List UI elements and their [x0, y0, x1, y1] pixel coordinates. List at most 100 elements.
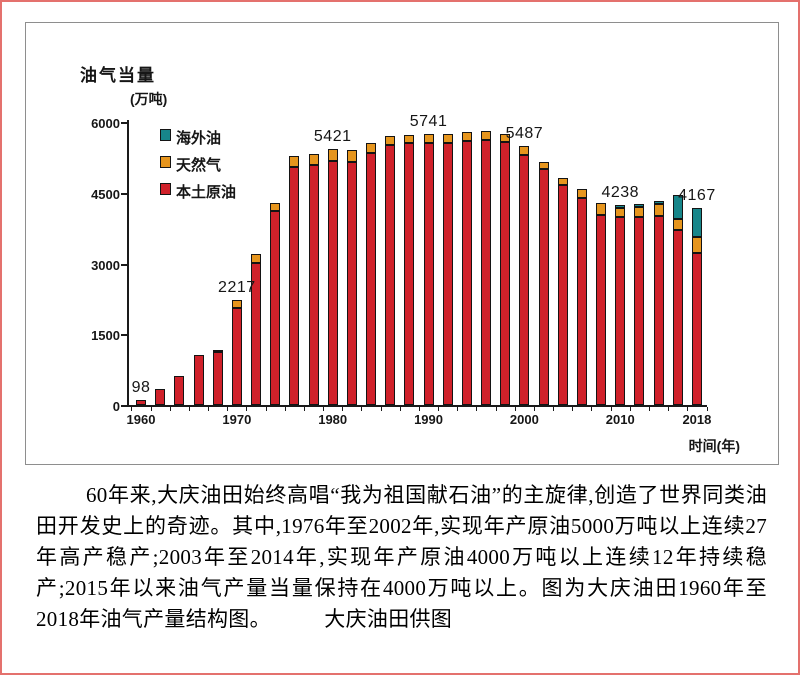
y-tick-4500 — [121, 192, 127, 195]
x-tick-label-1970: 1970 — [222, 412, 252, 427]
chart-figure: 油气当量 (万吨) 0 1500 3000 4500 6000 1960 1970 1980 1… — [25, 22, 779, 465]
bar-segment-本土原油-2016 — [672, 229, 683, 405]
data-label-1980: 5421 — [313, 128, 352, 146]
bar-segment-本土原油-1984 — [366, 152, 377, 405]
bar-segment-本土原油-1996 — [481, 140, 492, 405]
x-tick-mark — [303, 407, 305, 411]
bar-segment-本土原油-1988 — [404, 143, 415, 405]
x-tick-mark — [706, 407, 708, 411]
bar-segment-天然气-1986 — [385, 136, 396, 145]
y-tick-label-1500: 1500 — [91, 328, 120, 344]
x-tick-mark — [150, 407, 152, 411]
bar-segment-本土原油-1998 — [500, 141, 511, 405]
bar-segment-天然气-2014 — [653, 204, 664, 216]
bar-segment-天然气-2012 — [634, 206, 645, 217]
x-tick-mark — [533, 407, 535, 411]
bar-segment-海外油-2010 — [615, 205, 626, 208]
bar-segment-天然气-1980 — [327, 149, 338, 161]
bar-segment-天然气-2006 — [576, 188, 587, 198]
bar-segment-本土原油-2018 — [691, 253, 702, 405]
x-tick-mark — [495, 407, 497, 411]
bar-segment-天然气-1998 — [500, 133, 511, 142]
y-tick-label-4500: 4500 — [91, 186, 120, 202]
y-axis-line — [127, 120, 129, 407]
x-tick-mark — [246, 407, 248, 411]
bar-segment-本土原油-1986 — [385, 144, 396, 405]
y-tick-6000 — [121, 122, 127, 124]
x-tick-label-2010: 2010 — [605, 412, 635, 427]
bar-segment-本土原油-2006 — [576, 197, 587, 405]
bar-segment-天然气-1970 — [231, 300, 242, 309]
x-tick-mark — [476, 407, 478, 411]
bar-segment-天然气-1992 — [442, 134, 453, 143]
bar-segment-天然气-2002 — [538, 161, 549, 170]
legend-swatch-天然气 — [160, 156, 171, 168]
x-tick-mark — [284, 407, 286, 411]
bar-segment-天然气-2008 — [596, 203, 607, 215]
legend-swatch-本土原油 — [160, 183, 171, 195]
bar-segment-本土原油-1982 — [346, 161, 357, 405]
x-tick-label-2000: 2000 — [509, 412, 539, 427]
bar-segment-本土原油-2004 — [557, 184, 568, 405]
bar-segment-天然气-2004 — [557, 178, 568, 185]
x-tick-mark — [572, 407, 574, 411]
x-tick-label-1960: 1960 — [126, 412, 156, 427]
bar-segment-本土原油-1990 — [423, 142, 434, 405]
x-axis-line — [127, 405, 707, 407]
x-tick-mark — [438, 407, 440, 411]
x-tick-mark — [380, 407, 382, 411]
bar-segment-本土原油-1978 — [308, 165, 319, 405]
bar-segment-海外油-2012 — [634, 203, 645, 207]
bar-segment-天然气-1988 — [404, 134, 415, 144]
data-label-2000: 5487 — [505, 125, 544, 143]
x-tick-label-1990: 1990 — [414, 412, 443, 427]
data-label-1960: 98 — [131, 379, 151, 397]
bar-segment-天然气-2000 — [519, 146, 530, 155]
bar-segment-天然气-1990 — [423, 134, 434, 143]
bar-segment-天然气-1976 — [289, 156, 300, 168]
bar-segment-海外油-2016 — [672, 194, 683, 220]
bar-segment-本土原油-1962 — [155, 389, 166, 405]
caption-paragraph: 60年来,大庆油田始终高唱“我为祖国献石油”的主旋律,创造了世界同类油田开发史上… — [36, 483, 767, 631]
x-axis-title: 时间(年) — [688, 438, 740, 454]
bar-segment-本土原油-1992 — [442, 142, 453, 405]
x-tick-mark — [399, 407, 401, 411]
x-tick-label-2018: 2018 — [682, 412, 712, 427]
x-tick-mark — [553, 407, 555, 411]
bar-segment-天然气-2010 — [615, 207, 626, 218]
x-tick-mark — [514, 407, 516, 411]
x-tick-mark — [418, 407, 420, 411]
x-tick-label-1980: 1980 — [318, 412, 348, 427]
bar-segment-天然气-1984 — [366, 142, 377, 153]
x-tick-mark — [629, 407, 631, 411]
x-tick-mark — [361, 407, 363, 411]
bar-segment-本土原油-2010 — [615, 217, 626, 405]
bar-segment-天然气-1996 — [481, 131, 492, 141]
y-tick-1500 — [121, 334, 127, 337]
x-tick-mark — [342, 407, 344, 411]
bar-segment-本土原油-1970 — [231, 308, 242, 405]
bar-segment-本土原油-1968 — [212, 351, 223, 405]
chart-unit-label: (万吨) — [130, 91, 168, 107]
bar-segment-天然气-1994 — [461, 131, 472, 141]
data-label-2010: 4238 — [601, 184, 640, 202]
y-tick-label-0: 0 — [112, 399, 120, 414]
y-tick-0 — [121, 405, 127, 407]
bar-segment-本土原油-1966 — [193, 354, 204, 405]
x-tick-mark — [649, 407, 650, 411]
bar-segment-本土原油-1972 — [251, 262, 262, 405]
x-tick-mark — [227, 407, 229, 411]
bar-segment-天然气-1974 — [270, 202, 281, 212]
x-tick-mark — [591, 407, 593, 411]
chart-title: 油气当量 — [80, 66, 156, 85]
bar-segment-天然气-1972 — [251, 253, 262, 263]
bar-segment-本土原油-2002 — [538, 169, 549, 405]
bar-segment-本土原油-2008 — [596, 214, 607, 405]
bar-segment-本土原油-1994 — [461, 140, 472, 405]
bar-segment-天然气-1982 — [346, 150, 357, 162]
legend-swatch-海外油 — [160, 129, 171, 141]
x-tick-mark — [687, 407, 689, 411]
x-tick-mark — [265, 407, 267, 411]
data-label-1970: 2217 — [218, 279, 256, 297]
